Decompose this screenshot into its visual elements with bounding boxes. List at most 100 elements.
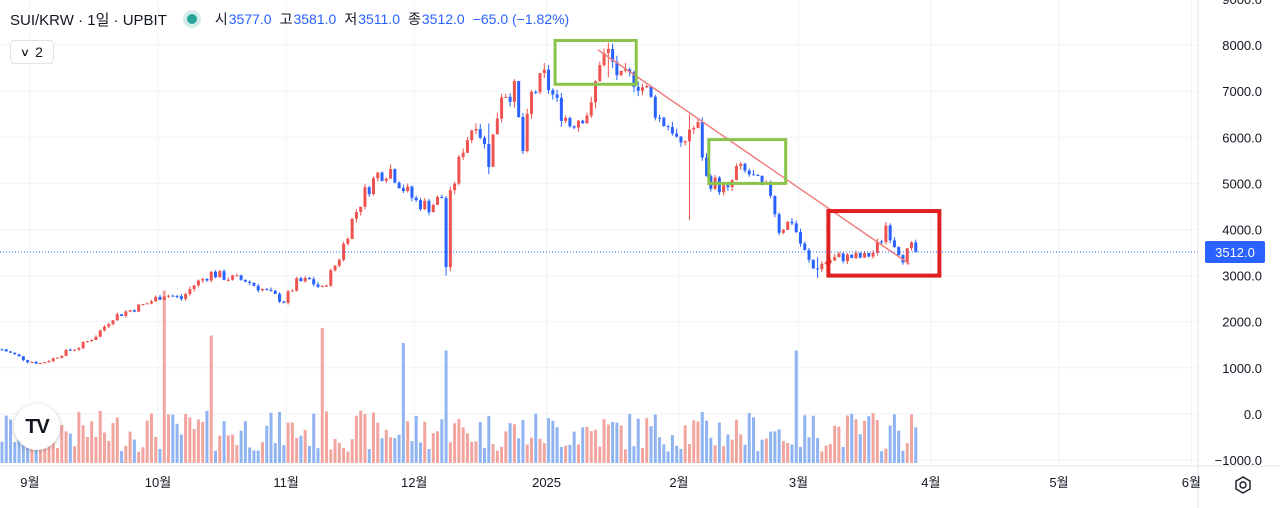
candle-body [282, 301, 286, 303]
close-key: 종 [407, 11, 421, 27]
market-status-icon[interactable] [186, 14, 197, 24]
candle-body [414, 197, 418, 201]
volume-bar [781, 441, 785, 463]
candle-body [803, 243, 807, 251]
volume-bar [594, 429, 598, 463]
volume-bar [260, 442, 264, 463]
low-key: 저 [344, 11, 358, 27]
time-tick-label: 5월 [1049, 475, 1068, 490]
volume-bar [337, 442, 341, 463]
candle-body [214, 271, 217, 278]
candle-body [880, 241, 884, 243]
candle-body [393, 169, 397, 183]
volume-bar [871, 413, 875, 463]
red-highlight-box[interactable] [826, 209, 942, 278]
candle-body [508, 96, 512, 102]
close-value: 3512.0 [421, 11, 465, 27]
volume-bar [73, 446, 77, 463]
price-tick-label: 7000.0 [1222, 84, 1262, 99]
candle-body [423, 200, 427, 210]
candle-body [354, 212, 358, 219]
volume-bar [410, 441, 414, 463]
candle-body [68, 349, 72, 351]
volume-bar [483, 447, 487, 463]
candle-body [892, 240, 896, 248]
volume-bar [551, 420, 555, 463]
volume-bar [252, 450, 256, 463]
volume-bar [162, 290, 166, 463]
candle-body [841, 253, 845, 262]
candle-body [273, 290, 277, 294]
volume-bar [897, 430, 901, 463]
volume-bar [188, 417, 192, 463]
candle-body [769, 183, 773, 196]
candle-body [867, 252, 871, 257]
volume-bar [692, 420, 696, 463]
candle-body [824, 262, 828, 264]
volume-bar [645, 418, 649, 463]
tradingview-logo[interactable]: TV [14, 404, 60, 450]
volume-bar [56, 448, 60, 463]
volume-bar [606, 424, 610, 463]
volume-bar [384, 429, 388, 463]
candle-body [85, 341, 89, 343]
candle-body [461, 152, 465, 157]
volume-bar [841, 446, 845, 463]
volume-bar [491, 444, 495, 463]
volume-bar [286, 422, 290, 463]
candle-body [811, 259, 815, 269]
green-highlight-box[interactable] [553, 38, 638, 86]
candle-body [666, 126, 670, 128]
candle-body [141, 304, 145, 306]
time-axis: 9월 10월 11월 12월 2025 2월 3월 4월 5월 6월 [0, 465, 1280, 490]
volume-bar [474, 441, 478, 463]
volume-bar [828, 444, 832, 463]
volume-bar [538, 438, 542, 463]
candle-body [649, 85, 653, 97]
volume-bar [30, 440, 34, 463]
candle-body [431, 204, 435, 213]
candle-body [401, 188, 405, 191]
volume-bar [816, 438, 820, 463]
volume-bar [863, 420, 867, 463]
volume-bar [34, 442, 38, 463]
time-tick-label: 2025 [532, 475, 561, 490]
settings-gear-icon[interactable] [1232, 474, 1254, 496]
candle-body [30, 361, 34, 363]
candle-body [120, 314, 124, 316]
volume-bar [436, 431, 440, 463]
time-tick-label: 12월 [401, 475, 427, 490]
candle-body [572, 126, 576, 128]
change-value: −65.0 (−1.82%) [472, 11, 570, 27]
volume-bar [581, 427, 585, 463]
volume-bar [833, 425, 837, 463]
volume-bar [13, 442, 17, 463]
candle-body [875, 241, 879, 253]
volume-bar [547, 418, 551, 463]
volume-bar [51, 424, 55, 463]
candle-body [500, 97, 504, 119]
candle-body [4, 349, 8, 352]
indicators-collapse-button[interactable]: ∨ 2 [10, 40, 54, 64]
candle-body [700, 122, 704, 158]
volume-bar [124, 445, 128, 463]
volume-bar [448, 442, 452, 463]
volume-bar [850, 413, 854, 463]
candle-body [145, 303, 149, 305]
candle-body [581, 120, 585, 124]
price-tick-label: 0.0 [1244, 407, 1262, 422]
candle-body [320, 286, 324, 288]
volume-bar [248, 447, 252, 463]
volume-bar [184, 414, 188, 463]
symbol-title[interactable]: SUI/KRW · 1일 · UPBIT [10, 11, 167, 29]
trend-line[interactable] [597, 49, 910, 265]
candle-body [696, 122, 700, 128]
volume-bar [132, 439, 136, 463]
green-highlight-box[interactable] [707, 138, 788, 185]
candle-body [551, 90, 555, 95]
volume-bar [880, 451, 884, 463]
volume-bar [64, 431, 68, 463]
volume-bar [218, 435, 222, 463]
last-price-label: 3512.0 [1215, 245, 1255, 260]
